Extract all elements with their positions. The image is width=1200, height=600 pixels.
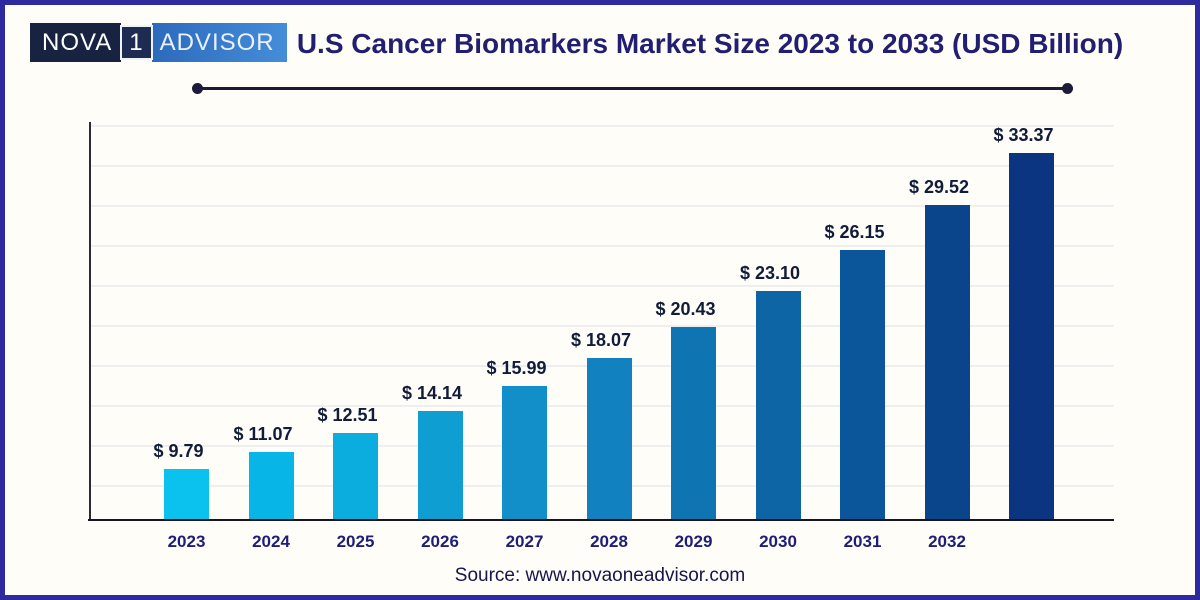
x-tick-label-2031: 2031 [843,532,882,551]
divider-dot-right-icon [1062,83,1073,94]
x-tick-label-2024: 2024 [252,532,290,551]
bar-2024 [248,452,294,520]
x-tick-label-2028: 2028 [590,532,628,551]
bar-value-label-2033: $ 33.37 [993,125,1054,145]
plot-area: $ 9.79 $ 11.07 $ 12.51 $ 14.14 $ 15.99 $ 18.0… [88,122,1114,521]
x-tick-label-2030: 2030 [759,532,797,551]
bar-2033 [1009,153,1054,520]
bar-2023 [164,469,209,520]
bar-2027 [502,386,547,520]
bar-2031 [840,250,885,520]
bar-value-label-2029: $ 20.43 [655,299,716,319]
gridline [91,125,1114,127]
title-underline [192,83,1073,94]
bar-2029 [671,327,716,520]
bar-2025 [333,433,378,520]
logo-part-advisor: ADVISOR [151,23,287,62]
bar-value-label-2031: $ 26.15 [824,222,885,242]
bar-value-label-2026: $ 14.14 [401,383,463,403]
bar-value-label-2028: $ 18.07 [570,330,632,350]
bar-2026 [417,411,463,520]
x-axis-line [88,519,1114,521]
gridline [91,245,1114,247]
bar-value-label-2023: $ 9.79 [153,441,204,461]
bar-value-label-2025: $ 12.51 [317,405,378,425]
chart-title: U.S Cancer Biomarkers Market Size 2023 t… [296,28,1124,59]
x-tick-label-2026: 2026 [421,532,459,551]
bar-value-label-2032: $ 29.52 [908,177,970,197]
gridline [91,325,1114,327]
divider-dot-left-icon [192,83,203,94]
y-axis-line [89,122,91,521]
bar-2032 [924,205,970,520]
logo-part-one: 1 [120,25,153,60]
gridline [91,165,1114,167]
x-tick-label-2029: 2029 [674,532,713,551]
gridline [91,205,1114,207]
x-tick-label-2025: 2025 [336,532,375,551]
x-tick-label-2032: 2032 [928,532,966,551]
gridline [91,285,1114,287]
bar-value-label-2030: $ 23.10 [739,263,801,283]
nova-one-advisor-logo: NOVA 1 ADVISOR [30,23,287,62]
x-tick-label-2023: 2023 [167,532,206,551]
bar-2030 [755,291,801,520]
logo-part-nova: NOVA [30,23,122,62]
bar-value-label-2024: $ 11.07 [233,424,293,444]
bar-2028 [586,358,632,520]
x-tick-label-2027: 2027 [505,532,544,551]
bar-value-label-2027: $ 15.99 [486,358,547,378]
source-url: Source: www.novaoneadvisor.com [454,565,746,586]
